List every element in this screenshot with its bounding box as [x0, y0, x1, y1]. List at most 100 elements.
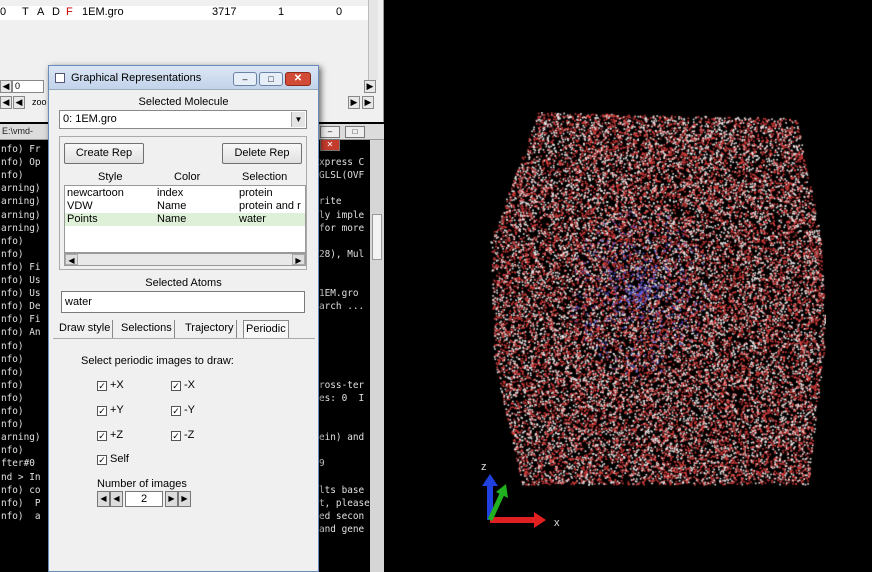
scroll-left-icon[interactable]: ◀ [65, 254, 78, 265]
x-axis-label: x [554, 517, 560, 529]
checkbox-minus-y[interactable]: ✓ -Y [171, 404, 195, 416]
console-line: nfo) Fi [1, 261, 41, 273]
playback-controls: ◀ ◀ zoo [0, 96, 48, 110]
console-scrollbar[interactable] [370, 140, 384, 572]
representations-list[interactable]: newcartoon index protein VDW Name protei… [64, 185, 306, 253]
tab-periodic[interactable]: Periodic [243, 320, 289, 338]
play-back-icon[interactable]: ◀ [13, 96, 25, 109]
molecule-list-scrollbar[interactable] [368, 0, 378, 80]
molecule-list-row[interactable]: 0 T A D F 1EM.gro 3717 1 0 [0, 6, 378, 20]
frame-controls: ◀ 0 [0, 80, 48, 94]
console-line-tail: 28), Mul [319, 248, 365, 260]
dialog-titlebar[interactable]: Graphical Representations – □ ✕ [49, 66, 318, 90]
console-line: nfo) De [1, 301, 41, 313]
decrement-icon[interactable]: ◀ [110, 491, 123, 507]
console-line-tail: 9 [319, 458, 325, 470]
console-line: fter#0 [1, 458, 35, 470]
checkbox-minus-x[interactable]: ✓ -X [171, 379, 195, 391]
step-forward-icon[interactable]: ▶ [362, 96, 374, 109]
rep-selection: water [239, 213, 266, 225]
frame-field[interactable]: 0 [12, 80, 44, 93]
console-scroll-thumb[interactable] [372, 214, 382, 260]
top-flag[interactable]: T [22, 6, 29, 18]
frame-count: 1 [278, 6, 285, 18]
number-of-images-field[interactable]: 2 [125, 491, 163, 507]
console-line: nfo) [1, 445, 24, 457]
selected-molecule-label: Selected Molecule [138, 96, 229, 108]
console-line-tail: and gene [319, 523, 365, 535]
window-icon [55, 73, 65, 83]
end-icon[interactable]: ▶ [364, 80, 376, 93]
console-line-tail: 1EM.gro [319, 288, 359, 300]
increment-icon[interactable]: ▶ [165, 491, 178, 507]
console-line-tail: ly imple [319, 209, 365, 221]
close-icon[interactable]: ✕ [285, 72, 311, 86]
console-line: nfo) a [1, 510, 41, 522]
color-column-header: Color [174, 171, 201, 183]
step-back-icon[interactable]: ◀ [0, 80, 12, 93]
minimize-icon[interactable]: – [233, 72, 257, 86]
check-icon: ✓ [97, 431, 107, 441]
console-line: nfo) Us [1, 275, 41, 286]
console-line: nfo) Fr [1, 144, 41, 155]
vol-count: 0 [336, 6, 343, 18]
console-line-tail: xpress C [319, 157, 365, 169]
checkbox-self[interactable]: ✓ Self [97, 453, 129, 465]
checkbox-label: -Z [184, 429, 195, 441]
console-line: nfo) P [1, 497, 41, 509]
scroll-right-icon[interactable]: ▶ [292, 254, 305, 265]
maximize-icon[interactable]: □ [259, 72, 283, 86]
selected-atoms-input[interactable]: water [61, 291, 305, 313]
console-line: nfo) Us [1, 288, 41, 300]
checkbox-plus-y[interactable]: ✓ +Y [97, 404, 124, 416]
rep-row[interactable]: VDW Name protein and r [65, 200, 305, 213]
delete-rep-button[interactable]: Delete Rep [222, 143, 302, 164]
first-icon[interactable]: ◀ [97, 491, 110, 507]
selection-column-header: Selection [242, 171, 288, 183]
atom-count: 3717 [212, 6, 237, 18]
tab-draw-style[interactable]: Draw style [57, 320, 114, 338]
rep-color: Name [157, 213, 187, 225]
rep-row-selected[interactable]: Points Name water [65, 213, 305, 226]
drawn-flag[interactable]: D [52, 6, 60, 18]
molecule-select[interactable]: 0: 1EM.gro ▼ [59, 110, 307, 129]
console-line: arning) [1, 209, 41, 221]
rep-style: VDW [67, 200, 93, 212]
console-close-icon[interactable]: ✕ [320, 139, 340, 151]
console-maximize-icon[interactable]: □ [345, 126, 366, 138]
rep-tabs: Draw style Selections Trajectory Periodi… [57, 320, 317, 338]
rep-list-hscrollbar[interactable]: ◀ ▶ [64, 253, 306, 266]
checkbox-plus-z[interactable]: ✓ +Z [97, 429, 123, 441]
console-line-tail: es: 0 I [319, 392, 365, 404]
rep-row[interactable]: newcartoon index protein [65, 187, 305, 200]
console-line-tail: ross-ter [319, 379, 365, 391]
fixed-flag[interactable]: F [66, 6, 73, 18]
chevron-down-icon[interactable]: ▼ [291, 112, 305, 127]
console-line: nfo) [1, 340, 24, 352]
checkbox-label: Self [110, 453, 129, 465]
console-line: nfo) [1, 235, 24, 247]
periodic-heading: Select periodic images to draw: [81, 355, 234, 367]
console-line-tail: ed secon [319, 510, 365, 522]
active-flag[interactable]: A [37, 6, 45, 18]
checkbox-label: +Y [110, 404, 124, 416]
rep-selection: protein and r [239, 200, 301, 212]
check-icon: ✓ [97, 406, 107, 416]
rewind-icon[interactable]: ◀ [0, 96, 12, 109]
rep-color: index [157, 187, 184, 199]
molecule-id: 0 [0, 6, 7, 18]
console-line: nd > In [1, 471, 41, 483]
checkbox-label: -X [184, 379, 195, 391]
checkbox-plus-x[interactable]: ✓ +X [97, 379, 124, 391]
tab-selections[interactable]: Selections [119, 320, 175, 338]
console-line-tail: t, please [319, 497, 370, 509]
checkbox-label: +X [110, 379, 124, 391]
console-minimize-icon[interactable]: – [320, 126, 340, 138]
style-column-header: Style [98, 171, 123, 183]
play-forward-icon[interactable]: ▶ [348, 96, 360, 109]
checkbox-minus-z[interactable]: ✓ -Z [171, 429, 194, 441]
create-rep-button[interactable]: Create Rep [64, 143, 144, 164]
last-icon[interactable]: ▶ [178, 491, 191, 507]
z-axis-head [482, 474, 498, 486]
tab-trajectory[interactable]: Trajectory [183, 320, 237, 338]
